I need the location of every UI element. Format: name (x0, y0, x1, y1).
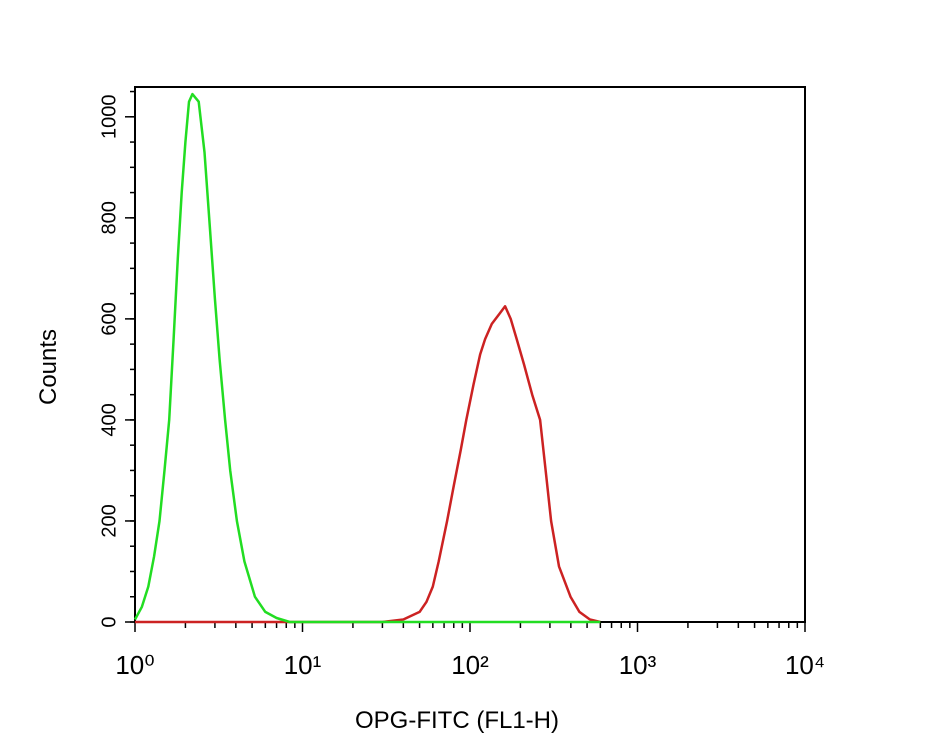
y-tick-label: 1000 (98, 95, 120, 140)
plot-frame (134, 86, 806, 623)
x-axis-label: OPG-FITC (FL1-H) (355, 707, 559, 734)
series-line (133, 92, 601, 624)
x-tick-label: 10² (451, 650, 489, 680)
y-tick-label: 200 (98, 504, 120, 537)
x-tick-label: 10⁴ (785, 650, 825, 680)
x-tick-label: 10³ (619, 650, 657, 680)
y-tick-label: 800 (98, 201, 120, 234)
series-line (135, 305, 601, 624)
x-tick-label: 10⁰ (115, 650, 154, 680)
y-tick-label: 400 (98, 403, 120, 436)
y-tick-label: 600 (98, 302, 120, 335)
x-tick-label: 10¹ (284, 650, 322, 680)
y-axis-label: Counts (35, 329, 62, 405)
y-tick-label: 0 (98, 616, 120, 627)
